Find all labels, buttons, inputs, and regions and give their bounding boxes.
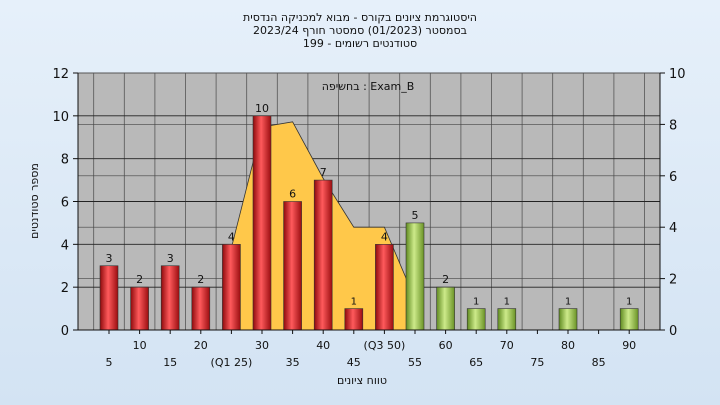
bar-value-label: 3	[167, 252, 174, 265]
x-tick-label: 80	[561, 339, 575, 352]
bar-pass	[436, 286, 455, 331]
bar-fail	[252, 115, 272, 331]
x-tick-label: 65	[469, 356, 483, 369]
bar-value-label: 2	[136, 273, 143, 286]
bars	[99, 115, 639, 331]
bar-value-label: 1	[565, 297, 571, 308]
x-tick-label: 70	[500, 339, 514, 352]
bar-pass	[466, 308, 486, 331]
bar-fail	[191, 286, 211, 331]
y-axis-right: 0 2 4 6 8 10	[659, 67, 686, 339]
y2-tick-label: 2	[669, 273, 677, 288]
x-tick-label: (Q3 50)	[364, 339, 406, 352]
chart-title-line-1: היסטוגרמת ציונים בקורס - מבוא למכניקה הנ…	[243, 11, 477, 24]
x-tick-label: 5	[106, 356, 113, 369]
x-tick-label: 35	[286, 356, 300, 369]
y-tick-label: 4	[61, 238, 69, 253]
bar-fail	[160, 265, 180, 331]
bar-value-label: 1	[351, 297, 357, 308]
x-tick-label: 90	[622, 339, 636, 352]
x-axis-title: טווח ציונים	[337, 374, 387, 387]
x-axis: 5 10 15 20(Q1 25)30 35 40 45(Q3 50)55 60 65 70 75 8…	[78, 329, 660, 369]
bar-value-label: 6	[289, 188, 296, 201]
x-tick-label: 85	[592, 356, 606, 369]
y-tick-label: 10	[52, 110, 69, 125]
y-tick-label: 12	[52, 67, 69, 82]
bar-pass	[558, 308, 578, 331]
bar-fail	[313, 179, 333, 331]
bar-value-label: 1	[504, 297, 510, 308]
exam-annotation: בחשיפה : Exam_B	[322, 80, 415, 93]
bar-value-label: 2	[197, 273, 204, 286]
bar-fail	[222, 244, 241, 331]
x-tick-label: 75	[530, 356, 544, 369]
x-tick-label: 40	[316, 339, 330, 352]
y2-tick-label: 10	[669, 67, 686, 82]
bar-value-label: 2	[442, 273, 449, 286]
bar-value-label: 1	[473, 297, 479, 308]
y-tick-label: 8	[61, 153, 69, 168]
x-tick-label: 20	[194, 339, 208, 352]
bar-value-label: 10	[255, 102, 269, 115]
y2-tick-label: 8	[669, 118, 677, 133]
bar-fail	[344, 308, 364, 331]
x-tick-label: 15	[163, 356, 177, 369]
x-tick-label: 60	[439, 339, 453, 352]
y2-tick-label: 4	[669, 221, 677, 236]
y-tick-label: 2	[61, 281, 69, 296]
bar-value-label: 3	[106, 252, 113, 265]
chart-title-line-2: בסמסטר (01/2023) סמסטר חורף 2023/24	[253, 24, 467, 37]
bar-value-label: 5	[412, 209, 419, 222]
y-tick-label: 6	[61, 196, 69, 211]
bar-pass	[405, 222, 425, 331]
bar-pass	[619, 308, 639, 331]
y-axis-left: 0 2 4 6 8 10 12	[52, 67, 79, 339]
x-tick-label: 45	[347, 356, 361, 369]
bar-fail	[99, 265, 119, 331]
bar-fail	[375, 244, 394, 331]
chart-title-line-3: סטודנטים רשומים - 199	[303, 37, 417, 50]
x-tick-label: 30	[255, 339, 269, 352]
bar-value-label: 4	[381, 230, 388, 243]
y2-tick-label: 0	[669, 324, 677, 339]
y2-tick-label: 6	[669, 170, 677, 185]
data-labels: 3 2 3 2 4 10 6 7 1 4 5 2 1 1 1 1	[106, 102, 633, 308]
y-axis-title: מספר סטודנטים	[28, 163, 41, 239]
x-tick-label: (Q1 25)	[211, 356, 253, 369]
bar-fail	[283, 201, 302, 331]
bar-value-label: 1	[626, 297, 632, 308]
bar-pass	[497, 308, 517, 331]
bar-fail	[130, 286, 149, 331]
x-tick-label: 10	[133, 339, 147, 352]
bar-value-label: 7	[320, 166, 327, 179]
x-tick-label: 55	[408, 356, 422, 369]
bar-value-label: 4	[228, 230, 235, 243]
y-tick-label: 0	[61, 324, 69, 339]
